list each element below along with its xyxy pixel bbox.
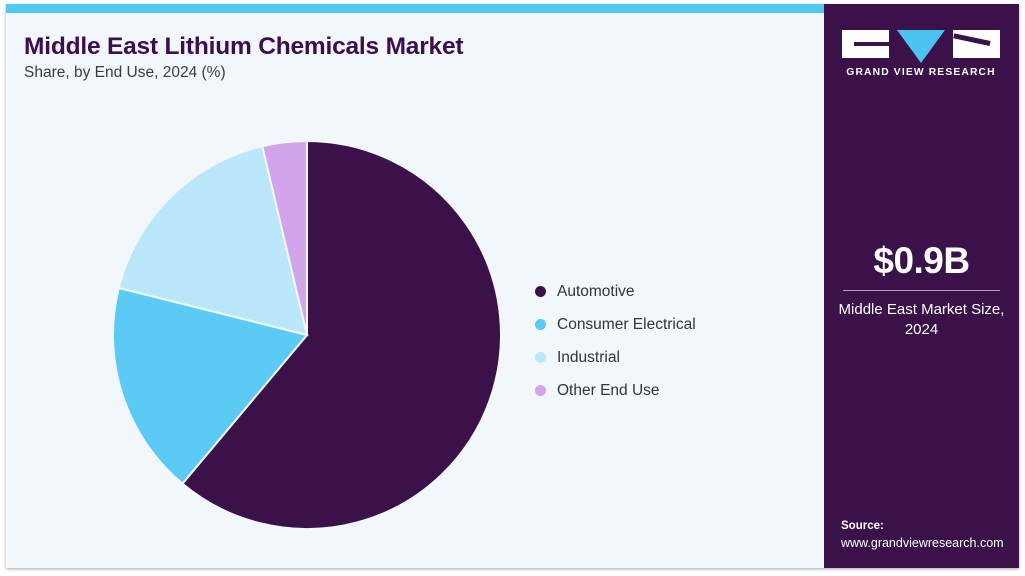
stat-caption: Middle East Market Size, 2024 bbox=[838, 301, 1005, 338]
legend-swatch-icon bbox=[535, 286, 546, 297]
logo-r-icon bbox=[953, 30, 1000, 58]
legend-swatch-icon bbox=[535, 319, 546, 330]
stat-divider bbox=[843, 290, 1000, 291]
pie-slice[interactable] bbox=[112, 286, 309, 486]
brand-logo: GRAND VIEW RESEARCH bbox=[842, 30, 1000, 78]
legend-item[interactable]: Consumer Electrical bbox=[535, 308, 696, 341]
pie-svg bbox=[112, 140, 502, 530]
chart-card: Middle East Lithium Chemicals Market Sha… bbox=[6, 4, 1019, 568]
logo-wordmark: GRAND VIEW RESEARCH bbox=[846, 67, 996, 78]
pie-slice[interactable] bbox=[117, 145, 309, 337]
logo-marks bbox=[842, 30, 1000, 63]
legend-item-label: Other End Use bbox=[557, 381, 660, 399]
legend-item[interactable]: Automotive bbox=[535, 275, 696, 308]
chart-pane: Middle East Lithium Chemicals Market Sha… bbox=[6, 13, 824, 568]
legend-item-label: Industrial bbox=[557, 348, 620, 366]
pie-chart bbox=[112, 140, 502, 530]
pie-slice-group bbox=[112, 140, 502, 530]
legend-swatch-icon bbox=[535, 385, 546, 396]
legend-item[interactable]: Industrial bbox=[535, 341, 696, 374]
source-label: Source: bbox=[841, 520, 884, 533]
source-url: www.grandviewresearch.com bbox=[841, 536, 1004, 551]
legend-item[interactable]: Other End Use bbox=[535, 374, 696, 407]
stat-value: $0.9B bbox=[873, 240, 970, 281]
legend-item-label: Automotive bbox=[557, 282, 635, 300]
pie-slice[interactable] bbox=[180, 140, 502, 530]
side-panel: GRAND VIEW RESEARCH $0.9B Middle East Ma… bbox=[824, 4, 1019, 568]
logo-triangle-icon bbox=[897, 30, 945, 63]
logo-g-icon bbox=[842, 30, 889, 58]
page-subtitle: Share, by End Use, 2024 (%) bbox=[24, 64, 226, 81]
chart-legend: Automotive Consumer Electrical Industrial O… bbox=[535, 275, 696, 407]
pie-slice[interactable] bbox=[261, 140, 308, 336]
source-block: Source: www.grandviewresearch.com bbox=[841, 518, 1004, 552]
page-title: Middle East Lithium Chemicals Market bbox=[24, 33, 464, 60]
market-size-stat: $0.9B Middle East Market Size, 2024 bbox=[834, 242, 1009, 340]
accent-bar bbox=[6, 4, 1019, 13]
legend-item-label: Consumer Electrical bbox=[557, 315, 696, 333]
legend-swatch-icon bbox=[535, 352, 546, 363]
